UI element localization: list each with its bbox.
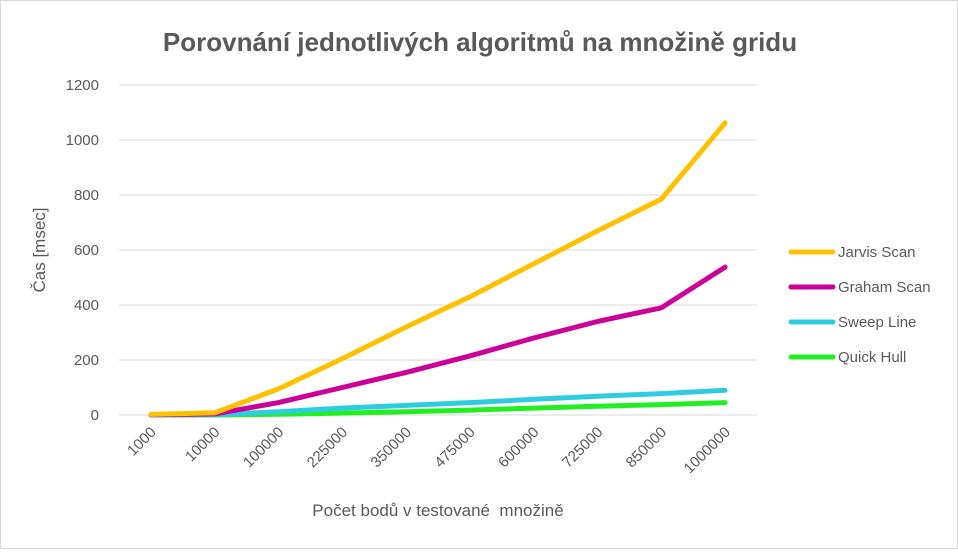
x-tick-label: 350000 xyxy=(368,424,415,471)
series-lines xyxy=(148,120,728,418)
y-tick-label: 1000 xyxy=(66,132,99,149)
legend-label-quick-hull: Quick Hull xyxy=(838,349,906,366)
series-line-graham-scan xyxy=(148,264,728,418)
y-tick-label: 600 xyxy=(74,242,99,259)
y-tick-label: 400 xyxy=(74,297,99,314)
y-tick-label: 200 xyxy=(74,352,99,369)
x-tick-label: 10000 xyxy=(182,424,224,466)
y-axis-ticks: 0 200 400 600 800 1000 1200 xyxy=(66,77,99,424)
chart-title: Porovnání jednotlivých algoritmů na množ… xyxy=(163,27,797,57)
legend-label-jarvis-scan: Jarvis Scan xyxy=(838,244,916,261)
series-line-jarvis-scan xyxy=(148,120,728,417)
legend-label-graham-scan: Graham Scan xyxy=(838,279,931,296)
legend: Jarvis Scan Graham Scan Sweep Line Quick Hu… xyxy=(788,244,931,366)
x-tick-label: 1000000 xyxy=(681,424,734,477)
x-tick-label: 225000 xyxy=(304,424,351,471)
y-tick-label: 1200 xyxy=(66,77,99,94)
x-tick-label: 600000 xyxy=(495,424,542,471)
y-tick-label: 0 xyxy=(91,407,99,424)
x-tick-label: 1000 xyxy=(124,424,160,460)
x-tick-label: 725000 xyxy=(559,424,606,471)
x-tick-label: 475000 xyxy=(431,424,478,471)
y-tick-label: 800 xyxy=(74,187,99,204)
y-axis-title: Čas [msec] xyxy=(30,207,49,292)
x-tick-label: 850000 xyxy=(623,424,670,471)
gridlines xyxy=(119,84,757,416)
x-tick-label: 100000 xyxy=(240,424,287,471)
legend-label-sweep-line: Sweep Line xyxy=(838,314,916,331)
series-line-sweep-line xyxy=(148,387,728,418)
x-axis-title: Počet bodů v testované množině xyxy=(312,501,563,520)
x-axis-ticks: 1000 10000 100000 225000 350000 475000 600000 7… xyxy=(124,424,734,477)
